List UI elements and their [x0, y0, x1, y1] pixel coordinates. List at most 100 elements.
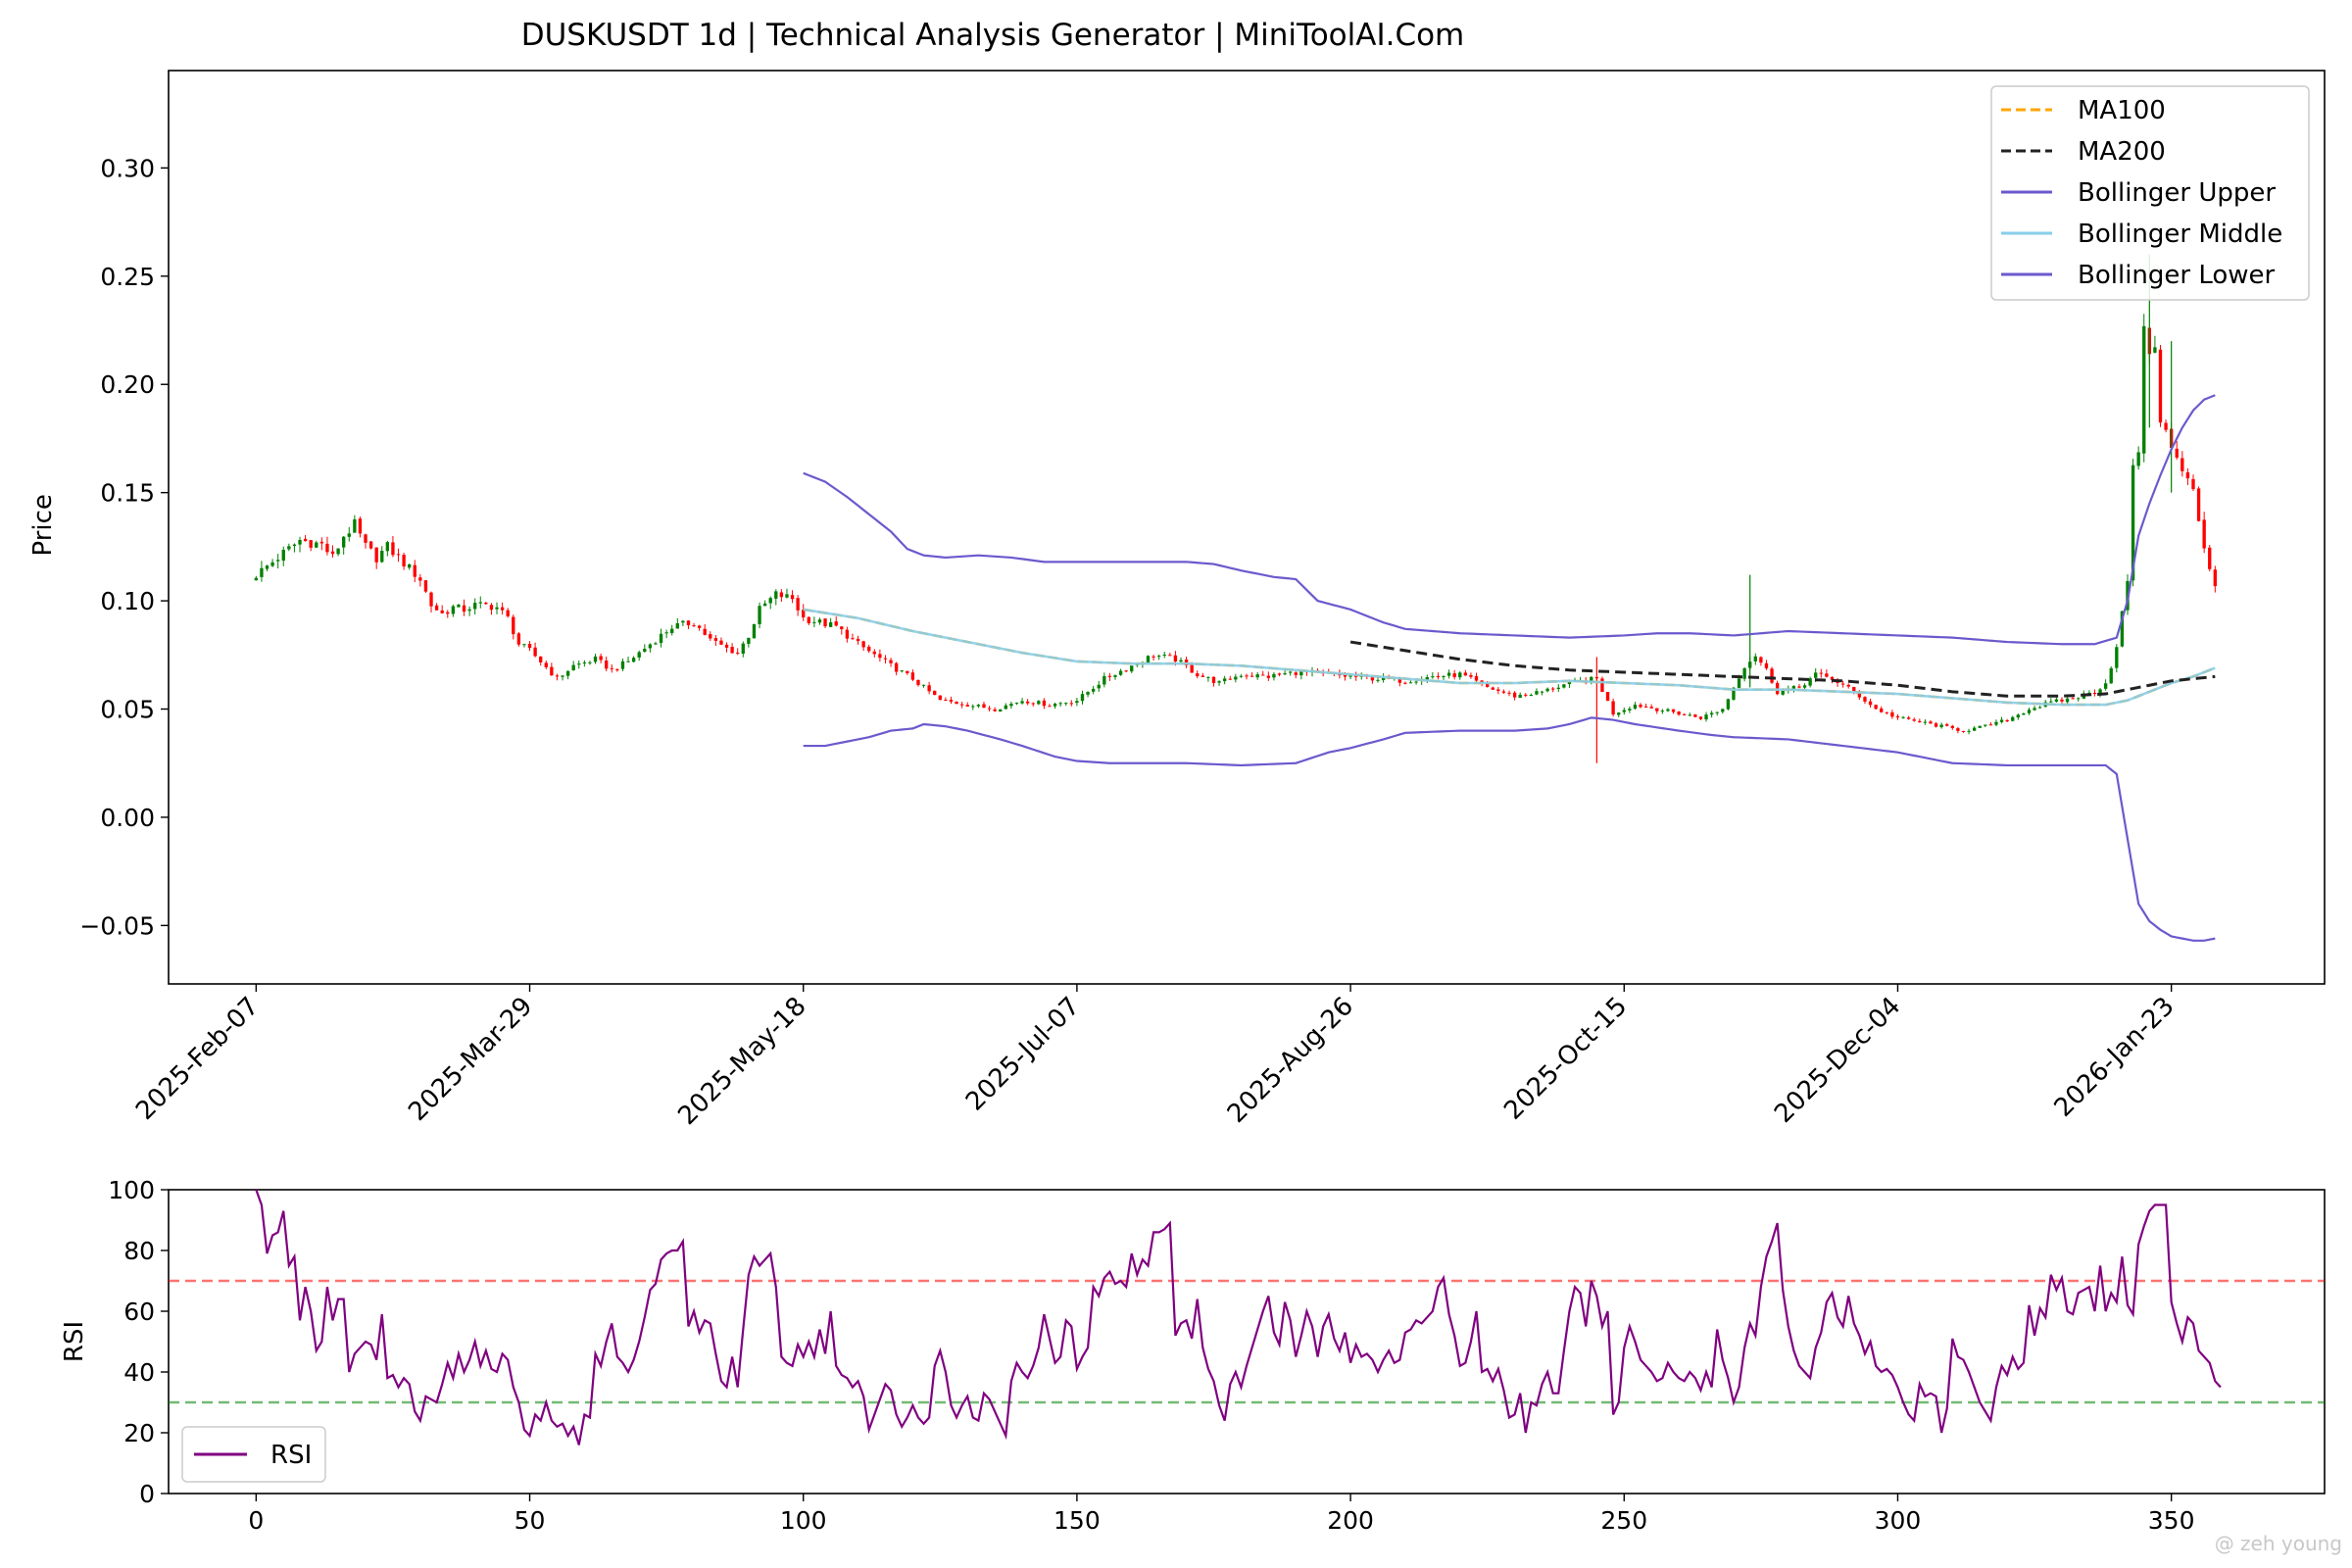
candle-body: [1086, 692, 1090, 695]
candle-body: [1239, 675, 1244, 677]
candle-body: [2202, 519, 2206, 549]
candle-body: [987, 708, 992, 710]
candle-body: [697, 625, 702, 628]
candle-body: [1704, 714, 1708, 720]
candle-body: [659, 633, 663, 643]
candle-body: [1617, 712, 1621, 715]
candle-body: [1403, 682, 1407, 684]
candle-body: [1929, 721, 1933, 724]
candle-body: [565, 670, 570, 676]
candle-body: [1518, 694, 1522, 699]
candle-body: [1874, 705, 1878, 710]
candle-body: [1014, 703, 1019, 705]
candle-body: [1294, 672, 1298, 675]
candle-body: [823, 618, 827, 627]
candle-body: [1442, 676, 1446, 678]
bollinger-lower-line: [803, 716, 2216, 942]
candle-body: [993, 709, 997, 711]
candle-body: [1069, 703, 1073, 705]
candle-body: [670, 628, 674, 634]
candle-body: [1633, 705, 1638, 710]
candle-body: [1162, 654, 1166, 656]
candle-body: [906, 670, 909, 673]
candle-body: [654, 643, 658, 645]
candle-body: [2213, 569, 2217, 587]
candle-body: [785, 594, 789, 598]
candle-body: [1961, 730, 1966, 732]
candle-body: [374, 547, 378, 563]
candle-body: [1200, 675, 1205, 677]
candle-body: [1042, 700, 1047, 707]
candle-body: [840, 626, 844, 630]
candle-body: [790, 595, 795, 600]
candle-body: [1978, 725, 1982, 728]
candle-body: [1179, 660, 1183, 662]
candle-body: [1486, 683, 1490, 687]
rsi-x-tick-label: 0: [248, 1506, 264, 1535]
candle-body: [539, 656, 543, 662]
candle-body: [675, 622, 679, 629]
candle-body: [2049, 701, 2053, 703]
candle-body: [1381, 676, 1386, 680]
candle-body: [1272, 673, 1276, 678]
candle-body: [276, 560, 280, 562]
rsi-panel: 0 20 40 60 80 100 RSI 0 50 100 150 200 250 300 350 RSI: [60, 1176, 2326, 1535]
candle-body: [1857, 691, 1862, 698]
bollinger-middle-line: [803, 608, 2216, 707]
candle-body: [1830, 676, 1835, 680]
rsi-x-tick-label: 250: [1600, 1506, 1647, 1535]
candle-body: [872, 651, 876, 655]
candle-body: [1474, 676, 1479, 681]
candle-body: [1868, 701, 1873, 706]
rsi-x-tick-label: 100: [780, 1506, 827, 1535]
candle-body: [1299, 670, 1303, 676]
candle-body: [1999, 719, 2004, 722]
candle-body: [1507, 692, 1511, 694]
candle-body: [2065, 698, 2070, 703]
candle-body: [955, 702, 958, 705]
candle-body: [292, 544, 297, 547]
price-legend-label: MA100: [2078, 96, 2166, 125]
candle-body: [2103, 683, 2108, 689]
candle-body: [2158, 349, 2163, 423]
candle-body: [1211, 676, 1216, 684]
candle-body: [1726, 699, 1731, 710]
candle-body: [2142, 325, 2146, 454]
candle-body: [330, 551, 335, 555]
candle-body: [1009, 704, 1013, 707]
candle-body: [1491, 687, 1494, 690]
price-y-tick-label: −0.05: [79, 911, 155, 940]
candle-body: [544, 662, 548, 667]
candle-body: [385, 542, 390, 552]
price-legend-label: Bollinger Middle: [2078, 220, 2282, 249]
candle-body: [2131, 465, 2135, 581]
candle-body: [1097, 684, 1101, 689]
candle-body: [527, 644, 532, 649]
candle-body: [605, 661, 609, 669]
candle-body: [944, 700, 948, 702]
bollinger-upper-line: [803, 394, 2216, 646]
candle-body: [1885, 711, 1888, 713]
candle-body: [2185, 472, 2190, 479]
candle-body: [1524, 694, 1528, 696]
candle-body: [1425, 677, 1429, 680]
candle-body: [878, 654, 882, 659]
candle-body: [2208, 547, 2212, 569]
candle-body: [478, 602, 482, 604]
candle-body: [1102, 675, 1106, 685]
candle-body: [358, 518, 363, 534]
candle-body: [2153, 347, 2157, 353]
candle-body: [1245, 675, 1249, 677]
candle-body: [752, 623, 757, 639]
candle-body: [664, 632, 668, 634]
candle-body: [1890, 711, 1894, 717]
candle-body: [364, 534, 368, 543]
candle-body: [1168, 655, 1172, 657]
candle-body: [768, 598, 772, 604]
candle-body: [315, 542, 318, 548]
chart-title: DUSKUSDT 1d | Technical Analysis Generat…: [521, 18, 1465, 53]
candle-body: [1004, 705, 1007, 710]
price-legend-label: MA200: [2078, 137, 2166, 167]
candle-body: [736, 652, 740, 654]
ma200-line: [1349, 640, 2216, 698]
